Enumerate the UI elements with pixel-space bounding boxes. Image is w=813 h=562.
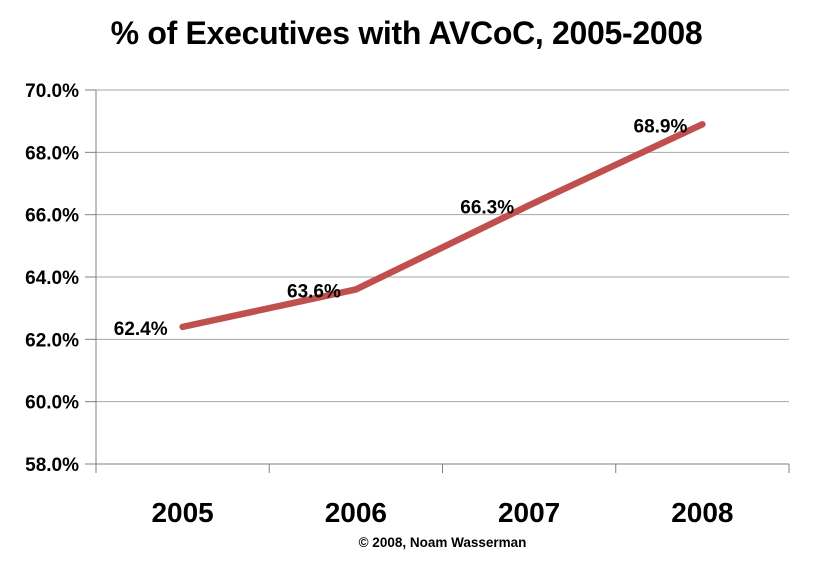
y-axis-tick-label: 66.0%	[25, 206, 79, 227]
x-axis-category-label: 2008	[671, 497, 733, 528]
y-axis-tick-label: 64.0%	[25, 268, 79, 289]
data-series-line	[179, 121, 706, 331]
copyright-note: © 2008, Noam Wasserman	[358, 535, 527, 550]
data-point-label: 66.3%	[460, 197, 514, 218]
x-axis-category-label: 2005	[151, 497, 213, 528]
y-axis-tick-label: 60.0%	[25, 393, 79, 414]
y-axis-tick-label: 68.0%	[25, 143, 79, 164]
x-axis-category-label: 2006	[325, 497, 387, 528]
chart-title: % of Executives with AVCoC, 2005-2008	[110, 15, 703, 51]
data-point-label: 68.9%	[634, 116, 688, 137]
y-axis-tick-label: 70.0%	[25, 81, 79, 102]
data-point-label: 62.4%	[114, 319, 168, 340]
y-axis-tick-label: 58.0%	[25, 455, 79, 476]
x-axis-category-label: 2007	[498, 497, 560, 528]
y-axis-tick-label: 62.0%	[25, 330, 79, 351]
data-point-label: 63.6%	[287, 281, 341, 302]
